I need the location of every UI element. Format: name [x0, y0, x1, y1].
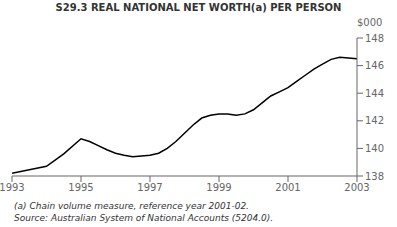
svg-text:144: 144 [365, 88, 384, 99]
html-text:$000: $000 [357, 17, 383, 28]
svg-text:1993: 1993 [8, 182, 25, 193]
svg-text:1997: 1997 [137, 182, 162, 193]
svg-text:146: 146 [365, 60, 384, 71]
html-text:S29.3 REAL NATIONAL NET WORTH(: S29.3 REAL NATIONAL NET WORTH(a) PER PER… [55, 2, 342, 13]
svg-text:1995: 1995 [68, 182, 93, 193]
svg-text:2001: 2001 [275, 182, 300, 193]
svg-text:2003: 2003 [344, 182, 369, 193]
svg-text:148: 148 [365, 33, 384, 44]
svg-text:140: 140 [365, 143, 384, 154]
svg-text:138: 138 [365, 171, 384, 182]
html-text:(a) Chain volume measure, refe: (a) Chain volume measure, reference year… [14, 201, 249, 211]
html-text:Source: Australian System of N: Source: Australian System of National Ac… [14, 213, 274, 223]
svg-text:1999: 1999 [206, 182, 231, 193]
svg-text:142: 142 [365, 115, 384, 126]
